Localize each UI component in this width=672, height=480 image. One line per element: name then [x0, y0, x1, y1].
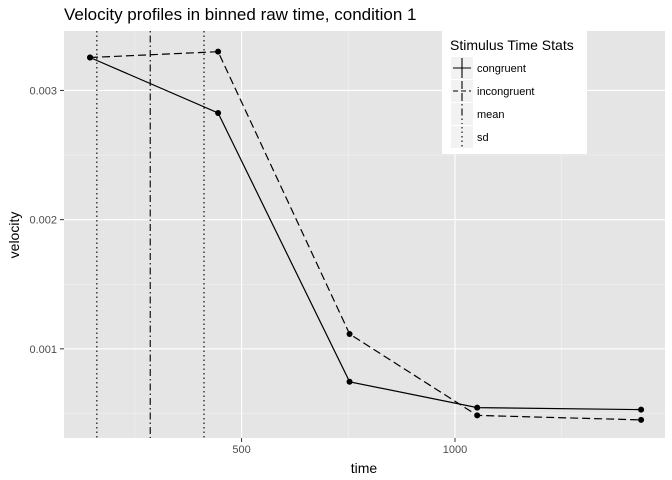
legend-title: Stimulus Time Stats — [450, 37, 574, 53]
stat-lines — [96, 31, 205, 438]
congruent-point — [215, 110, 222, 117]
incongruent-point — [346, 330, 353, 337]
x-axis-title: time — [351, 460, 378, 476]
x-tick-label: 1000 — [443, 444, 467, 456]
congruent-point — [474, 404, 481, 411]
y-tick-label: 0.001 — [29, 344, 57, 356]
incongruent-point — [215, 48, 222, 55]
legend-keys: congruent incongruent mean sd — [451, 57, 535, 148]
y-tick-label: 0.002 — [29, 215, 57, 227]
x-axis-ticks: 500 1000 — [232, 438, 467, 456]
legend-label-congruent: congruent — [477, 63, 526, 75]
chart-title: Velocity profiles in binned raw time, co… — [64, 5, 416, 24]
incongruent-point — [87, 54, 94, 61]
series-points — [87, 48, 645, 423]
legend-label-mean: mean — [477, 109, 505, 121]
y-tick-label: 0.003 — [29, 85, 57, 97]
congruent-point — [638, 406, 645, 413]
congruent-point — [346, 378, 353, 385]
incongruent-point — [474, 412, 481, 419]
legend-label-incongruent: incongruent — [477, 86, 535, 98]
legend-label-sd: sd — [477, 132, 489, 144]
y-axis-title: velocity — [6, 212, 22, 259]
y-axis-ticks: 0.001 0.002 0.003 — [29, 85, 64, 356]
incongruent-point — [638, 416, 645, 423]
legend: Stimulus Time Stats congruent incongruent… — [442, 31, 587, 154]
x-tick-label: 500 — [232, 444, 250, 456]
